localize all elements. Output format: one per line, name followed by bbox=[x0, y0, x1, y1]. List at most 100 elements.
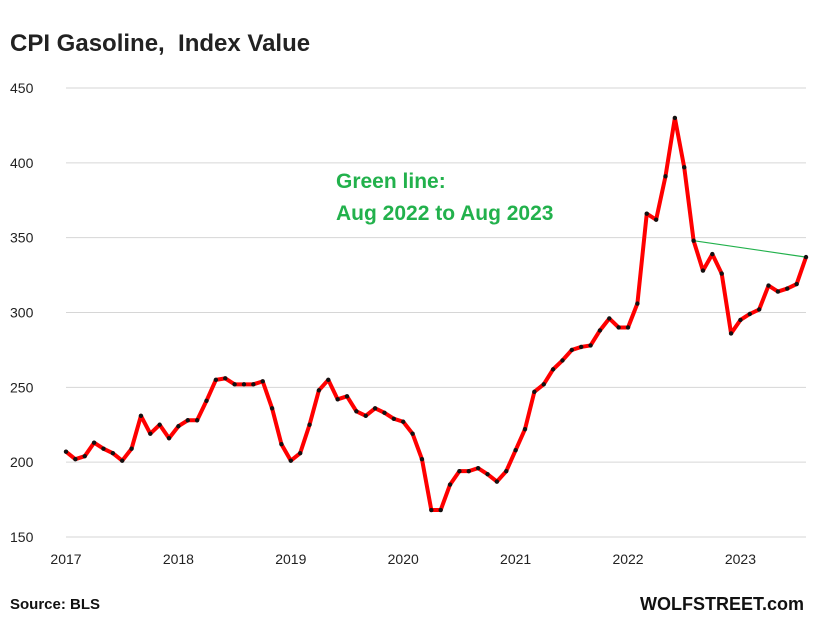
data-point bbox=[475, 465, 481, 471]
data-point bbox=[663, 174, 668, 179]
data-point bbox=[120, 458, 125, 463]
data-point bbox=[494, 479, 500, 484]
data-point bbox=[241, 382, 247, 387]
data-point bbox=[607, 316, 612, 321]
y-tick-label: 250 bbox=[10, 379, 34, 395]
data-point bbox=[372, 406, 378, 411]
y-tick-label: 300 bbox=[10, 305, 34, 321]
data-point bbox=[157, 422, 162, 427]
data-point bbox=[297, 450, 303, 456]
y-tick-label: 200 bbox=[10, 454, 34, 470]
data-point bbox=[194, 418, 200, 423]
data-point bbox=[785, 286, 790, 291]
data-point bbox=[569, 347, 575, 353]
data-point bbox=[766, 283, 771, 288]
data-point bbox=[644, 211, 649, 216]
data-point bbox=[794, 281, 799, 287]
data-point bbox=[419, 456, 425, 462]
data-point bbox=[82, 453, 87, 459]
data-point bbox=[401, 419, 406, 424]
x-tick-label: 2020 bbox=[388, 551, 419, 567]
data-point bbox=[316, 388, 322, 393]
data-point bbox=[110, 450, 116, 456]
data-point bbox=[682, 165, 687, 170]
data-point bbox=[803, 254, 809, 260]
data-point bbox=[148, 431, 153, 436]
data-point bbox=[213, 377, 219, 383]
annotation-line-2: Aug 2022 to Aug 2023 bbox=[336, 202, 554, 225]
data-point bbox=[466, 468, 471, 474]
data-point bbox=[588, 343, 593, 348]
data-point bbox=[710, 251, 715, 257]
data-point bbox=[204, 398, 209, 404]
data-point bbox=[391, 416, 397, 421]
data-point bbox=[73, 456, 78, 462]
y-tick-labels: 150 200 250 300 350 400 450 bbox=[10, 80, 34, 545]
data-markers bbox=[63, 115, 809, 513]
data-point bbox=[335, 397, 340, 402]
data-point bbox=[625, 325, 631, 330]
data-point bbox=[438, 507, 443, 513]
x-tick-labels: 2017 2018 2019 2020 2021 2022 2023 bbox=[50, 551, 756, 567]
annotation-line-1: Green line: bbox=[336, 170, 446, 193]
data-point bbox=[550, 367, 556, 372]
data-point bbox=[756, 307, 762, 312]
data-point bbox=[635, 301, 640, 306]
data-point bbox=[616, 325, 621, 330]
series-line-comparison bbox=[693, 240, 807, 258]
annotation: Green line: Aug 2022 to Aug 2023 bbox=[336, 166, 553, 230]
data-point bbox=[344, 394, 350, 399]
data-point bbox=[541, 382, 546, 387]
data-point bbox=[597, 328, 603, 333]
data-point bbox=[728, 331, 734, 336]
data-point bbox=[185, 418, 190, 423]
y-tick-label: 400 bbox=[10, 155, 34, 171]
chart-title: CPI Gasoline, Index Value bbox=[10, 30, 311, 57]
data-point bbox=[232, 382, 237, 387]
data-point bbox=[775, 289, 781, 294]
y-tick-label: 350 bbox=[10, 230, 34, 246]
brand-label: WOLFSTREET.com bbox=[639, 594, 804, 614]
data-point bbox=[532, 389, 537, 395]
y-tick-label: 150 bbox=[10, 529, 34, 545]
x-tick-label: 2017 bbox=[50, 551, 81, 567]
data-point bbox=[653, 217, 659, 222]
source-note: Source: BLS bbox=[10, 596, 101, 613]
data-point bbox=[485, 471, 490, 477]
data-point bbox=[223, 376, 228, 381]
data-point bbox=[560, 358, 565, 363]
data-point bbox=[719, 271, 724, 276]
data-point bbox=[176, 424, 181, 429]
data-point bbox=[91, 440, 97, 445]
y-tick-label: 450 bbox=[10, 80, 34, 96]
data-point bbox=[101, 446, 106, 451]
data-point bbox=[691, 238, 696, 243]
data-point bbox=[269, 406, 275, 411]
data-point bbox=[326, 377, 331, 383]
gridlines bbox=[66, 87, 806, 538]
data-point bbox=[138, 413, 144, 418]
data-point bbox=[129, 446, 134, 451]
x-tick-label: 2018 bbox=[163, 551, 194, 567]
data-point bbox=[738, 317, 743, 323]
data-point bbox=[251, 382, 256, 387]
data-point bbox=[166, 436, 172, 441]
data-point bbox=[363, 413, 368, 418]
x-tick-label: 2021 bbox=[500, 551, 531, 567]
data-point bbox=[747, 311, 752, 317]
data-point bbox=[672, 115, 678, 121]
x-tick-label: 2019 bbox=[275, 551, 306, 567]
data-point bbox=[410, 431, 415, 436]
x-tick-label: 2022 bbox=[612, 551, 643, 567]
data-point bbox=[288, 458, 294, 463]
data-point bbox=[279, 442, 284, 447]
data-point bbox=[522, 427, 528, 432]
data-point bbox=[354, 409, 359, 414]
data-point bbox=[447, 482, 453, 487]
x-tick-label: 2023 bbox=[725, 551, 756, 567]
data-point bbox=[382, 410, 387, 415]
data-point bbox=[63, 449, 69, 454]
data-point bbox=[513, 447, 518, 453]
data-point bbox=[307, 422, 312, 427]
